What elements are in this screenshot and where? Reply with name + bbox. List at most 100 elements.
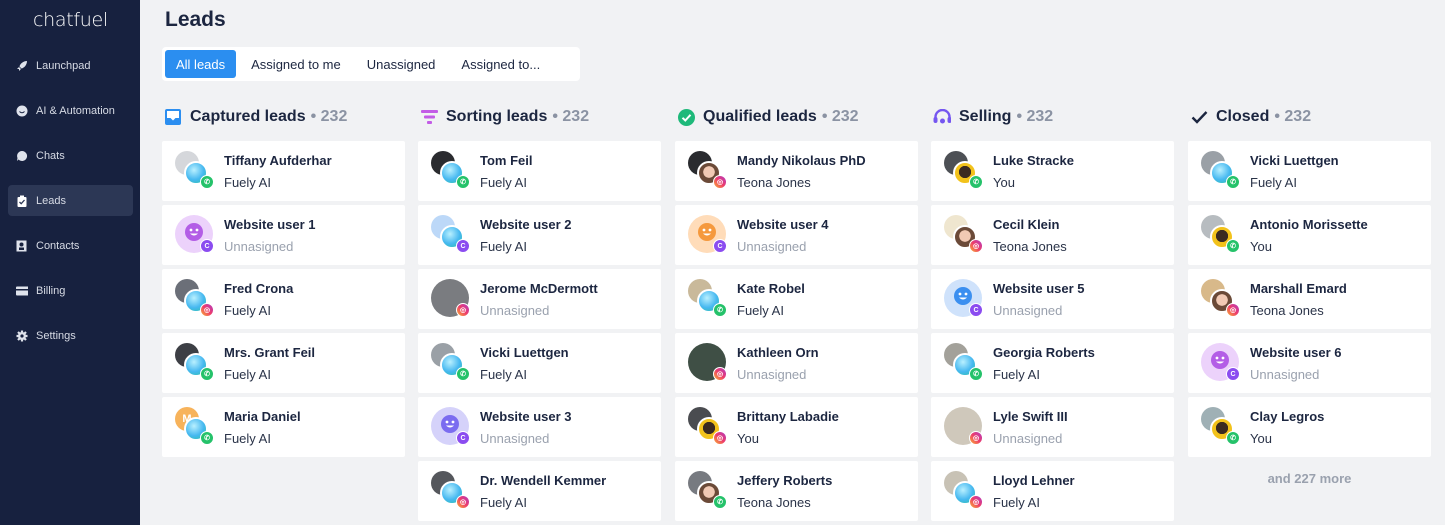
lead-card[interactable]: ◎ Lyle Swift III Unnasigned (931, 397, 1174, 457)
instagram-icon: ◎ (456, 303, 470, 317)
lead-card[interactable]: ◎ Brittany Labadie You (675, 397, 918, 457)
lead-card[interactable]: ✆ Tom Feil Fuely AI (418, 141, 661, 201)
lead-card[interactable]: ◎ Kathleen Orn Unnasigned (675, 333, 918, 393)
lead-avatar: C (175, 215, 217, 257)
lead-assignee: Fuely AI (480, 239, 527, 254)
chatfuel-icon: C (1226, 367, 1240, 381)
fuely-ai-avatar (184, 289, 208, 313)
lead-card[interactable]: ✆ Vicki Luettgen Fuely AI (418, 333, 661, 393)
column-title: Captured leads (190, 108, 306, 125)
lead-card[interactable]: C Website user 6 Unnasigned (1188, 333, 1431, 393)
lead-avatar: ◎ (1201, 279, 1243, 321)
lead-name: Marshall Emard (1250, 281, 1347, 296)
lead-assignee: Unnasigned (480, 303, 550, 318)
smiley-icon (441, 414, 459, 438)
page-title: Leads (165, 8, 226, 31)
lead-name: Vicki Luettgen (480, 345, 569, 360)
lead-card[interactable]: ✆ Vicki Luettgen Fuely AI (1188, 141, 1431, 201)
lead-card[interactable]: ◎ Jerome McDermott Unnasigned (418, 269, 661, 329)
credit-card-icon (16, 285, 28, 297)
lead-card[interactable]: ✆ Clay Legros You (1188, 397, 1431, 457)
instagram-icon: ◎ (456, 495, 470, 509)
lead-avatar: C (431, 215, 473, 257)
smiley-icon (698, 222, 716, 246)
lead-card[interactable]: ✆ Luke Stracke You (931, 141, 1174, 201)
lead-card[interactable]: C Website user 1 Unnasigned (162, 205, 405, 265)
whatsapp-icon: ✆ (1226, 239, 1240, 253)
contact-card-icon (16, 240, 28, 252)
sidebar-item-billing[interactable]: Billing (8, 275, 133, 306)
column-qualified-leads: Qualified leads • 232 ◎ Mandy Nikolaus PhD T… (675, 106, 918, 525)
website-user-avatar (431, 407, 469, 445)
lead-assignee: Fuely AI (224, 175, 271, 190)
sidebar-item-label: AI & Automation (36, 104, 115, 117)
check-circle-icon (677, 108, 695, 126)
column-header: Captured leads • 232 (162, 106, 405, 128)
lead-name: Lyle Swift III (993, 409, 1068, 424)
lead-card[interactable]: ✆ Kate Robel Fuely AI (675, 269, 918, 329)
column-title: Selling (959, 108, 1012, 125)
lead-avatar: ✆ (431, 151, 473, 193)
tab-assigned-to[interactable]: Assigned to... (461, 56, 541, 72)
lead-card[interactable]: ◎ Dr. Wendell Kemmer Fuely AI (418, 461, 661, 521)
whatsapp-icon: ✆ (200, 431, 214, 445)
tab-assigned-to-me[interactable]: Assigned to me (251, 56, 341, 72)
sidebar-item-label: Leads (36, 194, 66, 207)
whatsapp-icon: ✆ (200, 175, 214, 189)
checkmark-icon (1190, 108, 1208, 126)
sidebar-item-launchpad[interactable]: Launchpad (8, 50, 133, 81)
lead-card[interactable]: ✆ Georgia Roberts Fuely AI (931, 333, 1174, 393)
column-header: Selling • 232 (931, 106, 1174, 128)
lead-assignee: Fuely AI (993, 495, 1040, 510)
lead-card[interactable]: C Website user 3 Unnasigned (418, 397, 661, 457)
lead-card[interactable]: ✆ Mrs. Grant Feil Fuely AI (162, 333, 405, 393)
lead-card[interactable]: ◎ Mandy Nikolaus PhD Teona Jones (675, 141, 918, 201)
lead-avatar: C (688, 215, 730, 257)
lead-card[interactable]: ◎ Lloyd Lehner Fuely AI (931, 461, 1174, 521)
lead-card[interactable]: ✆ Jeffery Roberts Teona Jones (675, 461, 918, 521)
tab-all-leads[interactable]: All leads (165, 50, 237, 78)
chatfuel-logo[interactable]: chatfuel (33, 9, 108, 31)
lead-avatar: ✆ (1201, 151, 1243, 193)
lead-assignee: Unnasigned (1250, 367, 1320, 382)
lead-assignee: Fuely AI (480, 175, 527, 190)
sidebar-item-settings[interactable]: Settings (8, 320, 133, 351)
lead-name: Dr. Wendell Kemmer (480, 473, 607, 488)
column-count: • 232 (1274, 108, 1312, 125)
lead-name: Jerome McDermott (480, 281, 598, 296)
lead-assignee: Fuely AI (224, 367, 271, 382)
lead-name: Lloyd Lehner (993, 473, 1075, 488)
rocket-icon (16, 60, 28, 72)
lead-card[interactable]: ✆ Antonio Morissette You (1188, 205, 1431, 265)
sidebar-item-chats[interactable]: Chats (8, 140, 133, 171)
whatsapp-icon: ✆ (1226, 431, 1240, 445)
whatsapp-icon: ✆ (713, 495, 727, 509)
lead-avatar: ◎ (944, 471, 986, 513)
lead-card[interactable]: C Website user 4 Unnasigned (675, 205, 918, 265)
lead-card[interactable]: ◎ Fred Crona Fuely AI (162, 269, 405, 329)
lead-name: Website user 4 (737, 217, 829, 232)
chatfuel-icon: C (456, 239, 470, 253)
lead-card[interactable]: ✆ Tiffany Aufderhar Fuely AI (162, 141, 405, 201)
lead-name: Website user 3 (480, 409, 572, 424)
instagram-icon: ◎ (969, 239, 983, 253)
tab-unassigned[interactable]: Unassigned (366, 56, 436, 72)
show-more-link[interactable]: and 227 more (1267, 471, 1352, 486)
lead-card[interactable]: ◎ Marshall Emard Teona Jones (1188, 269, 1431, 329)
lead-avatar: ✆ (1201, 407, 1243, 449)
sidebar-item-contacts[interactable]: Contacts (8, 230, 133, 261)
lead-assignee: Fuely AI (993, 367, 1040, 382)
instagram-icon: ◎ (713, 175, 727, 189)
lead-card[interactable]: ◎ Cecil Klein Teona Jones (931, 205, 1174, 265)
lead-avatar: ✆ (688, 471, 730, 513)
lead-card[interactable]: C Website user 5 Unnasigned (931, 269, 1174, 329)
lead-card[interactable]: C Website user 2 Fuely AI (418, 205, 661, 265)
sidebar-item-leads[interactable]: Leads (8, 185, 133, 216)
whatsapp-icon: ✆ (200, 367, 214, 381)
instagram-icon: ◎ (969, 431, 983, 445)
lead-name: Fred Crona (224, 281, 294, 296)
lead-avatar: C (431, 407, 473, 449)
sidebar-item-ai-automation[interactable]: AI & Automation (8, 95, 133, 126)
headset-icon (933, 108, 951, 126)
lead-card[interactable]: M ✆ Maria Daniel Fuely AI (162, 397, 405, 457)
